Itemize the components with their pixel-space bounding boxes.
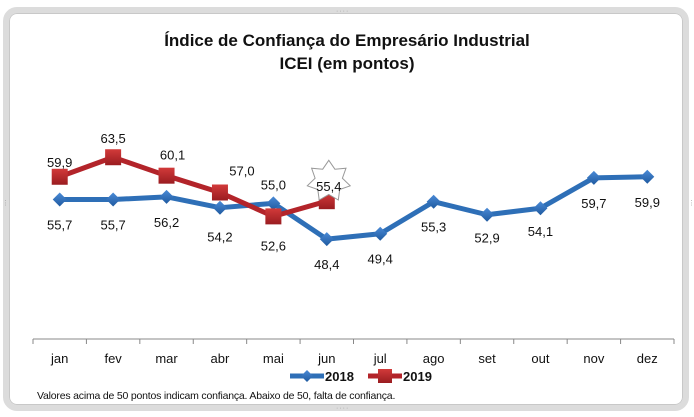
- chart-title: Índice de Confiança do Empresário Indust…: [164, 31, 530, 50]
- data-point-2018: [212, 200, 227, 215]
- data-label-2018: 55,7: [100, 218, 125, 233]
- data-label-2018: 56,2: [154, 215, 179, 230]
- x-tick-label: jan: [50, 351, 68, 366]
- data-point-2018: [426, 194, 441, 209]
- data-label-2019: 52,6: [261, 238, 286, 253]
- series-line-2018: [59, 174, 648, 242]
- footnote: Valores acima de 50 pontos indicam confi…: [37, 390, 396, 402]
- data-label-2018: 49,4: [368, 252, 393, 267]
- data-point-2018: [373, 226, 388, 241]
- data-label-2018: 48,4: [314, 257, 339, 272]
- x-tick-label: abr: [211, 351, 230, 366]
- data-point-2019: [51, 168, 68, 185]
- x-tick-label: nov: [583, 351, 604, 366]
- data-label-2018: 59,9: [635, 195, 660, 210]
- data-point-2019: [158, 167, 175, 184]
- series-line-2019: [58, 154, 328, 219]
- x-tick-label: jun: [317, 351, 335, 366]
- x-tick-label: mar: [155, 351, 178, 366]
- data-point-2018: [533, 201, 548, 216]
- data-label-2018: 59,7: [581, 196, 606, 211]
- data-label-2019: 55,4: [316, 179, 341, 194]
- resize-handle-right[interactable]: ⋮: [688, 200, 694, 207]
- resize-handle-top[interactable]: ····: [336, 8, 350, 15]
- x-tick-label: mai: [263, 351, 284, 366]
- data-label-2019: 63,5: [100, 131, 125, 146]
- data-point-2018: [640, 169, 655, 184]
- x-tick-label: fev: [104, 351, 122, 366]
- legend-label-2018: 2018: [325, 369, 354, 384]
- legend-marker-2018: [301, 370, 313, 382]
- highlight-star-shape: [306, 159, 352, 201]
- x-tick-label: dez: [637, 351, 658, 366]
- x-tick-label: out: [531, 351, 549, 366]
- data-label-2018: 55,0: [261, 177, 286, 192]
- data-point-2018: [159, 189, 174, 204]
- data-label-2018: 52,9: [474, 231, 499, 246]
- data-point-2019: [211, 184, 228, 201]
- data-label-2019: 59,9: [47, 155, 72, 170]
- data-label-2018: 55,3: [421, 220, 446, 235]
- data-point-2019: [265, 208, 282, 225]
- data-point-2018: [106, 192, 121, 207]
- chart-frame[interactable]: [3, 7, 689, 411]
- data-point-2018: [266, 196, 281, 211]
- legend-marker-2019: [378, 369, 392, 383]
- x-tick-label: jul: [373, 351, 387, 366]
- data-label-2019: 57,0: [229, 163, 254, 178]
- x-tick-label: ago: [423, 351, 445, 366]
- chart-subtitle: ICEI (em pontos): [279, 54, 415, 73]
- data-point-2018: [480, 207, 495, 222]
- data-label-2018: 55,7: [47, 218, 72, 233]
- resize-handle-bottom[interactable]: ····: [336, 405, 350, 412]
- data-label-2019: 60,1: [160, 148, 185, 163]
- data-label-2018: 54,2: [207, 230, 232, 245]
- resize-handle-left[interactable]: ⋮: [2, 200, 10, 207]
- data-point-2018: [52, 192, 67, 207]
- data-label-2018: 54,1: [528, 224, 553, 239]
- data-point-2018: [586, 170, 601, 185]
- data-point-2019: [105, 149, 122, 166]
- legend-label-2019: 2019: [403, 369, 432, 384]
- x-tick-label: set: [478, 351, 496, 366]
- data-point-2018: [319, 232, 334, 247]
